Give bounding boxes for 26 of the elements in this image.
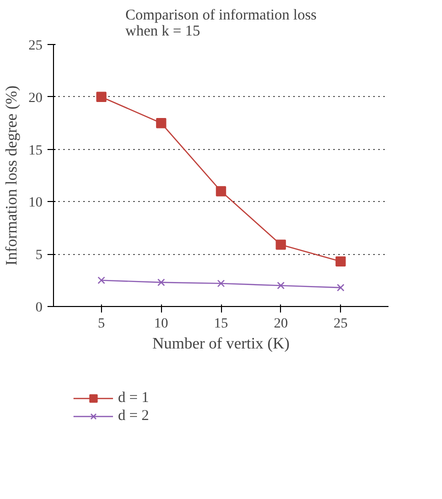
point (98, 276, 106, 284)
legend-label: d = 2 (118, 407, 149, 425)
x-tick-label: 15 (214, 316, 228, 332)
point (96, 92, 106, 102)
y-tick-label: 25 (28, 38, 42, 54)
x-tick-label: 25 (334, 316, 348, 332)
x-axis-title: Number of vertix (K) (152, 336, 290, 352)
x-tick-label: 20 (274, 316, 288, 332)
point (217, 280, 225, 288)
chart-title: Comparison of information loss when k = 15 (125, 8, 317, 40)
y-tick-label: 0 (36, 300, 42, 316)
point (156, 118, 166, 128)
y-tick-label: 20 (28, 90, 42, 106)
y-tick-label: 10 (28, 196, 42, 211)
y-axis-title: Information loss degree (%) (4, 86, 20, 266)
x-tick-label: 5 (98, 316, 105, 332)
point (336, 284, 344, 292)
point (277, 282, 285, 290)
point (276, 240, 286, 250)
y-tick-label: 15 (28, 143, 42, 158)
x-tick-label: 10 (154, 316, 168, 332)
y-tick-label: 5 (36, 248, 42, 264)
legend-label: d = 1 (118, 389, 149, 407)
point (216, 186, 226, 196)
point (157, 278, 165, 286)
point (336, 256, 346, 267)
